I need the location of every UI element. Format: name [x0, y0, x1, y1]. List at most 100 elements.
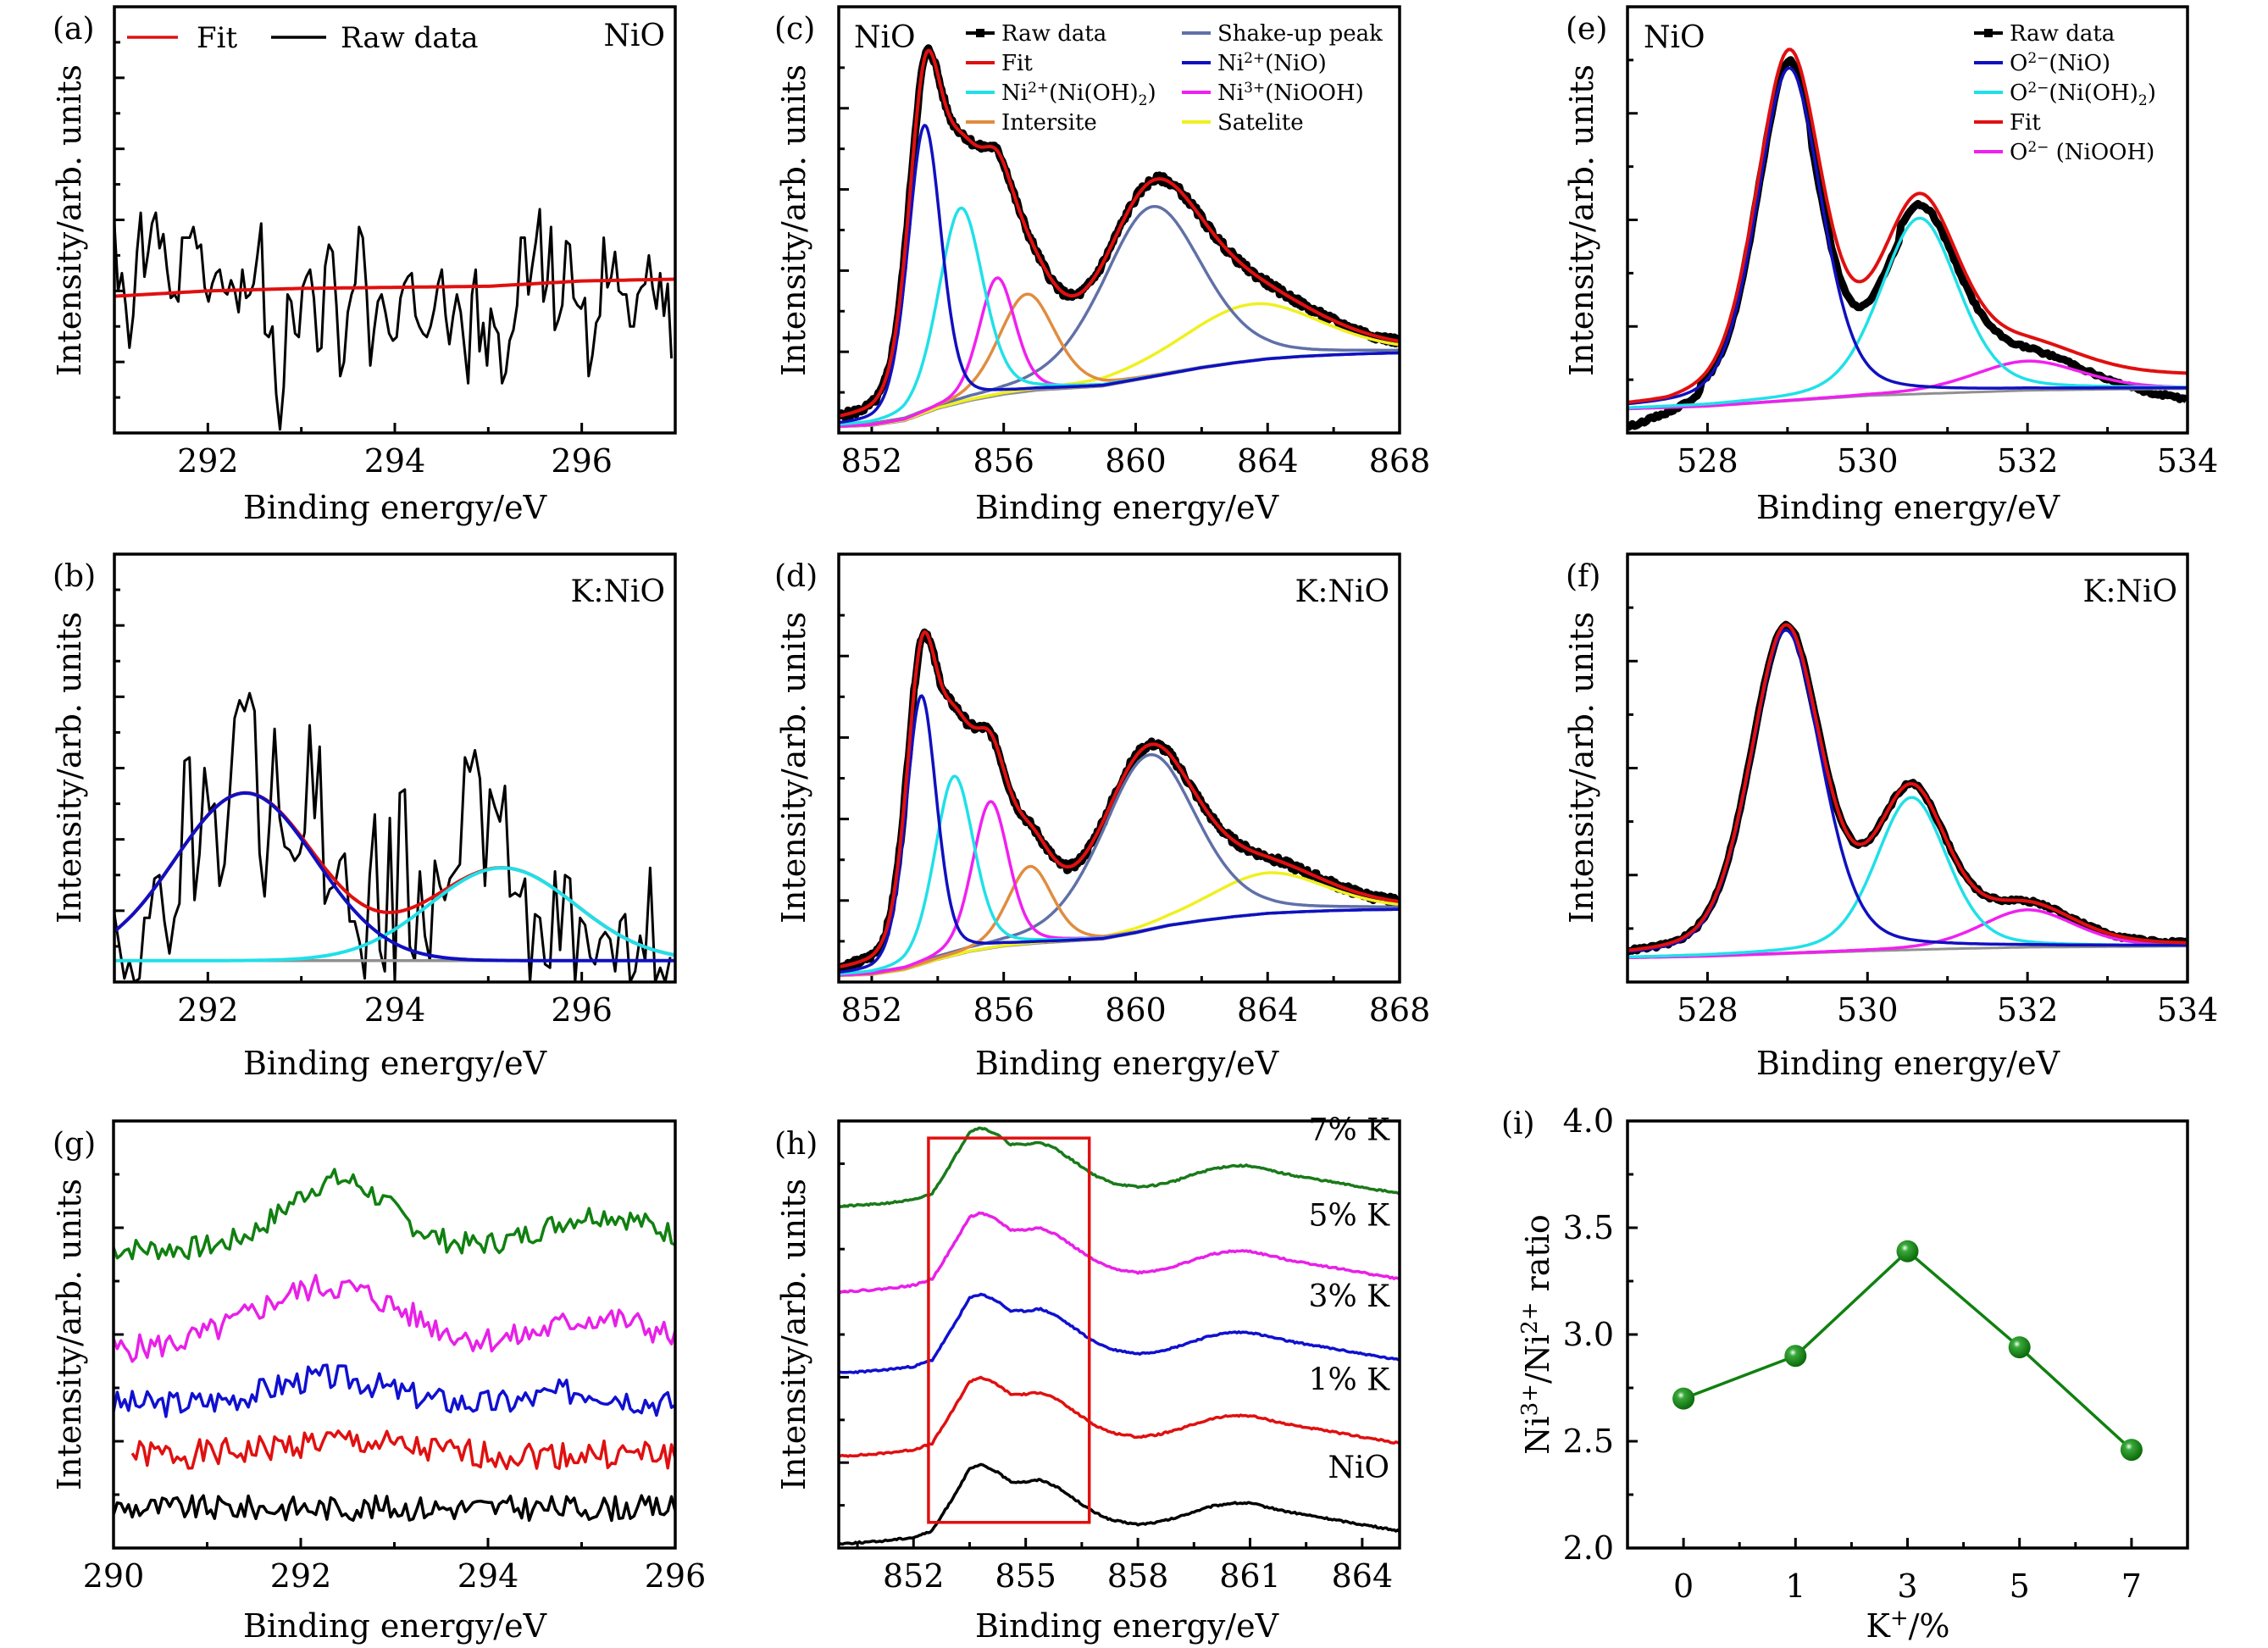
data-point [1672, 1387, 1695, 1410]
x-tick-label: 292 [177, 442, 239, 480]
series-nio [839, 1462, 1400, 1546]
x-axis-title-i: K+/% [1866, 1606, 1949, 1645]
legend-c: Raw data Fit Ni2+(Ni(OH)2)Intersite Shake-u… [966, 21, 1383, 136]
series-label: NiO [1328, 1451, 1389, 1485]
x-tick-label: 852 [883, 1557, 945, 1595]
legend-label: O2−(NiO) [2010, 50, 2110, 76]
legend-label-part: Ni [1217, 80, 1244, 106]
legend-label-part: 2 [2138, 92, 2148, 109]
plot-frame-b [113, 552, 677, 984]
legend-label: Ni2+(NiO) [1217, 50, 1327, 76]
series-ni2-nio- [839, 694, 1400, 974]
series-label: 1% K [1309, 1363, 1391, 1398]
legend-label-part: 3+ [1244, 80, 1265, 97]
x-tick-label: 296 [645, 1557, 707, 1595]
y-axis-title-f: Intensity/arb. units [1563, 612, 1600, 924]
plot-frame-g [112, 1119, 677, 1550]
legend-marker [976, 29, 984, 37]
panel-label-g: (g) [53, 1127, 96, 1162]
x-tick-label: 290 [83, 1557, 145, 1595]
x-tick-label: 528 [1677, 991, 1738, 1029]
series-5-k [839, 1211, 1400, 1295]
plot-area-h: 852 855 858 861 864 7% K 5% K 3% K 1% K NiO [837, 1113, 1401, 1595]
series-o2-niooh- [1628, 908, 2188, 960]
legend-item: Raw data [1974, 21, 2115, 47]
plot-area-i: 2.0 2.5 3.0 3.5 4.0 0 1 3 5 7 [1563, 1102, 2189, 1605]
x-axis-title-h: Binding energy/eV [975, 1607, 1279, 1645]
series-o2-niooh- [1628, 359, 2188, 411]
series-3-k [839, 1292, 1400, 1374]
legend-item: O2−(Ni(OH)2) [1974, 80, 2156, 109]
series-ni3-niooh- [839, 276, 1400, 428]
y-axis-title-c: Intensity/arb. units [775, 64, 812, 376]
annotation-a: NiO [603, 19, 665, 53]
x-axis-title-g: Binding energy/eV [243, 1607, 547, 1645]
panel-b: (b) 292 294 296 K:NiO Binding energy/eV In… [51, 552, 677, 1082]
x-tick-label: 296 [551, 991, 613, 1029]
x-tick-label: 530 [1837, 991, 1899, 1029]
panel-label-h: (h) [774, 1127, 818, 1162]
series-satelite [839, 302, 1400, 428]
legend-label-part: (NiO) [1265, 51, 1327, 76]
legend-label: O2− (NiOOH) [2010, 139, 2154, 165]
x-tick-label: 294 [457, 1557, 519, 1595]
x-axis-title-i-unit: /% [1909, 1607, 1950, 1645]
x-axis-title-i-k: K [1866, 1607, 1890, 1645]
y-title-ni1: Ni [1519, 1416, 1556, 1454]
series-ni3-niooh- [839, 800, 1400, 977]
x-tick-label: 856 [973, 442, 1034, 480]
legend-label-part: 2− [2027, 80, 2049, 97]
y-title-slash: /Ni [1519, 1334, 1556, 1384]
plot-area-d: 852 856 860 864 868 [837, 552, 1430, 1029]
y-title-sup1: 3+ [1517, 1384, 1543, 1416]
legend-item: Fit [1974, 110, 2041, 136]
legend-label: Ni3+(NiOOH) [1217, 80, 1364, 106]
panel-e: (e) 528 530 532 534 NiO Raw dataO2−(NiO)O2−… [1563, 5, 2218, 526]
legend-label-raw: Raw data [341, 21, 479, 55]
data-point [2008, 1336, 2031, 1359]
x-tick-label: 534 [2157, 991, 2219, 1029]
series-o2-nio- [1628, 66, 2188, 406]
x-tick-label: 852 [841, 442, 903, 480]
y-tick-label: 2.0 [1563, 1529, 1614, 1567]
x-tick-label: 855 [995, 1557, 1056, 1595]
legend-item: Intersite [966, 110, 1097, 136]
legend-label: Intersite [1001, 110, 1097, 136]
annotation-d: K:NiO [1295, 574, 1389, 609]
legend-item: Raw data [966, 21, 1106, 47]
legend-label: Raw data [1001, 21, 1106, 47]
panel-g: (g) 290 292 294 296 Binding energy/eV Inten… [51, 1119, 707, 1645]
series-peak-2 [114, 866, 675, 963]
plot-area-c: 852 856 860 864 868 [837, 5, 1430, 480]
legend-label: Fit [1001, 51, 1033, 76]
legend-label: Fit [2010, 110, 2041, 136]
plot-frame-h [837, 1119, 1401, 1550]
x-tick-label: 532 [1997, 442, 2059, 480]
legend-label-part: 2+ [1028, 80, 1049, 97]
series-fit [1628, 623, 2188, 952]
x-tick-label: 856 [973, 991, 1034, 1029]
legend-marker [1984, 29, 1993, 37]
y-tick-label: 2.5 [1563, 1423, 1614, 1460]
legend-label: Satelite [1217, 110, 1304, 136]
y-axis-title-e: Intensity/arb. units [1563, 64, 1600, 376]
panel-h: (h) 852 855 858 861 864 7% K 5% K 3% K 1% K NiO B… [774, 1113, 1401, 1645]
series-3-k [114, 1363, 675, 1418]
series-raw-data [839, 628, 1400, 974]
legend-label: Shake-up peak [1217, 21, 1383, 47]
plot-frame-i [1626, 1119, 2189, 1550]
y-axis-title-d: Intensity/arb. units [775, 612, 812, 924]
legend-label-part: O [2010, 51, 2027, 76]
annotation-c: NiO [854, 20, 916, 55]
series-fit [114, 277, 675, 298]
legend-label-fit: Fit [197, 21, 237, 55]
series-7-k [114, 1168, 675, 1261]
x-axis-title-f: Binding energy/eV [1756, 1045, 2060, 1082]
x-tick-label: 296 [551, 442, 613, 480]
legend-item: Ni2+(Ni(OH)2) [966, 80, 1156, 109]
legend-item: Satelite [1182, 110, 1304, 136]
plot-area-a: 292 294 296 [113, 5, 677, 480]
x-tick-label: 864 [1237, 991, 1299, 1029]
x-tick-label: 860 [1105, 442, 1167, 480]
